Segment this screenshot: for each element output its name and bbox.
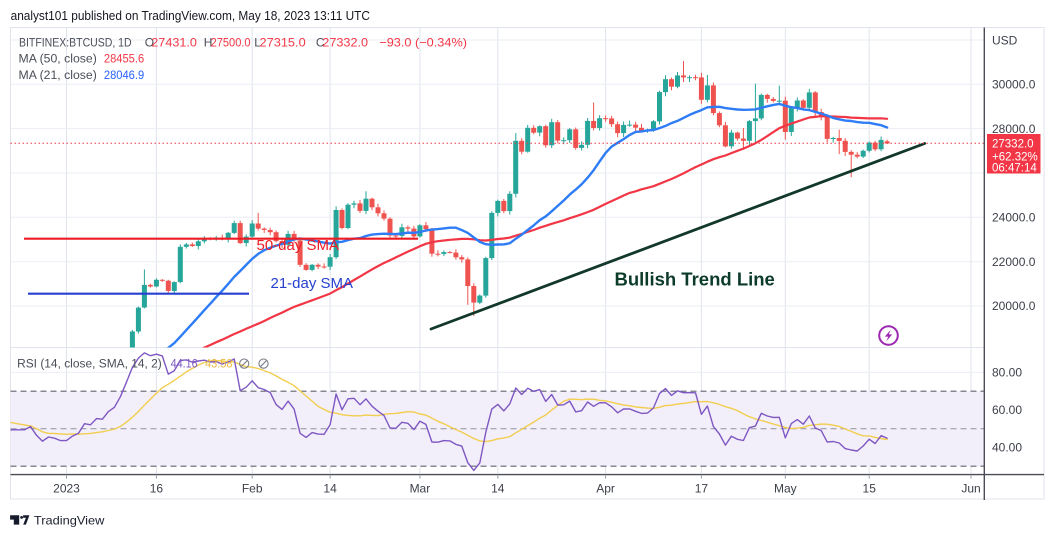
svg-text:May: May	[774, 482, 797, 496]
svg-text:80.00: 80.00	[992, 366, 1022, 380]
svg-text:50-day SMA: 50-day SMA	[257, 237, 340, 254]
svg-text:27315.0: 27315.0	[260, 35, 307, 49]
svg-text:L: L	[254, 35, 261, 49]
svg-text:14: 14	[323, 482, 337, 496]
svg-text:MA (50, close): MA (50, close)	[19, 54, 97, 66]
svg-text:C: C	[316, 35, 325, 49]
svg-text:27500.0: 27500.0	[211, 35, 251, 49]
svg-text:H: H	[204, 35, 213, 49]
svg-text:+62.32%: +62.32%	[992, 152, 1038, 164]
svg-text:15: 15	[863, 482, 877, 496]
svg-text:20000.0: 20000.0	[992, 299, 1036, 313]
svg-text:16: 16	[150, 482, 164, 496]
svg-text:Mar: Mar	[410, 482, 431, 496]
svg-text:27332.0: 27332.0	[322, 35, 368, 49]
svg-text:−93.0 (−0.34%): −93.0 (−0.34%)	[379, 35, 467, 49]
svg-text:21-day SMA: 21-day SMA	[271, 275, 354, 292]
svg-text:40.00: 40.00	[992, 441, 1022, 455]
svg-text:27332.0: 27332.0	[992, 139, 1034, 151]
svg-text:2023: 2023	[53, 482, 80, 496]
svg-text:O: O	[145, 35, 154, 49]
svg-text:RSI (14, close, SMA, 14, 2): RSI (14, close, SMA, 14, 2)	[17, 359, 162, 371]
svg-text:BITFINEX:BTCUSD, 1D: BITFINEX:BTCUSD, 1D	[19, 35, 132, 49]
svg-text:30000.0: 30000.0	[992, 78, 1036, 92]
svg-text:TradingView: TradingView	[34, 514, 105, 528]
svg-text:44.16: 44.16	[171, 359, 198, 371]
svg-text:Bullish Trend Line: Bullish Trend Line	[615, 269, 775, 290]
svg-text:Jun: Jun	[961, 482, 980, 496]
svg-text:Apr: Apr	[596, 482, 615, 496]
svg-text:60.00: 60.00	[992, 403, 1022, 417]
svg-text:USD: USD	[992, 34, 1018, 48]
svg-text:24000.0: 24000.0	[992, 211, 1036, 225]
svg-text:27431.0: 27431.0	[151, 35, 197, 49]
svg-text:43.58: 43.58	[205, 359, 233, 371]
svg-text:28000.0: 28000.0	[992, 122, 1036, 136]
svg-text:MA (21, close): MA (21, close)	[19, 70, 97, 82]
svg-text:28046.9: 28046.9	[104, 70, 144, 82]
svg-text:17: 17	[695, 482, 709, 496]
svg-text:Feb: Feb	[242, 482, 263, 496]
svg-text:22000.0: 22000.0	[992, 255, 1036, 269]
svg-text:14: 14	[491, 482, 505, 496]
svg-text:28455.6: 28455.6	[104, 54, 144, 66]
svg-text:06:47:14: 06:47:14	[992, 163, 1037, 175]
svg-text:analyst101 published on Tradin: analyst101 published on TradingView.com,…	[11, 8, 370, 23]
